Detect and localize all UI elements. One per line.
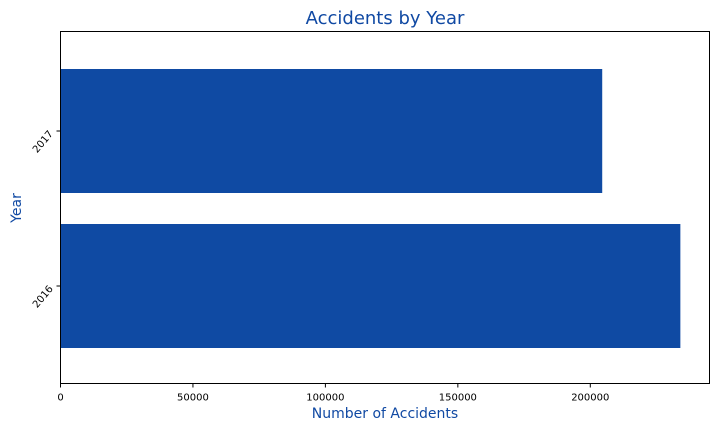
- plot-frame: [60, 31, 710, 384]
- x-tick-label: 0: [57, 393, 63, 404]
- x-tick-label: 200000: [571, 393, 609, 404]
- x-tick-label: 150000: [439, 393, 477, 404]
- y-axis-label: Year: [9, 193, 25, 224]
- x-tick-label: 50000: [177, 393, 209, 404]
- bar-2017: [60, 69, 603, 193]
- x-axis-label: Number of Accidents: [312, 406, 458, 422]
- chart-title: Accidents by Year: [306, 8, 465, 29]
- x-tick-label: 100000: [306, 393, 344, 404]
- bar-2016: [60, 224, 681, 348]
- bars-group: [60, 69, 681, 348]
- x-axis-ticks: 0 50000 100000 150000 200000: [57, 383, 609, 404]
